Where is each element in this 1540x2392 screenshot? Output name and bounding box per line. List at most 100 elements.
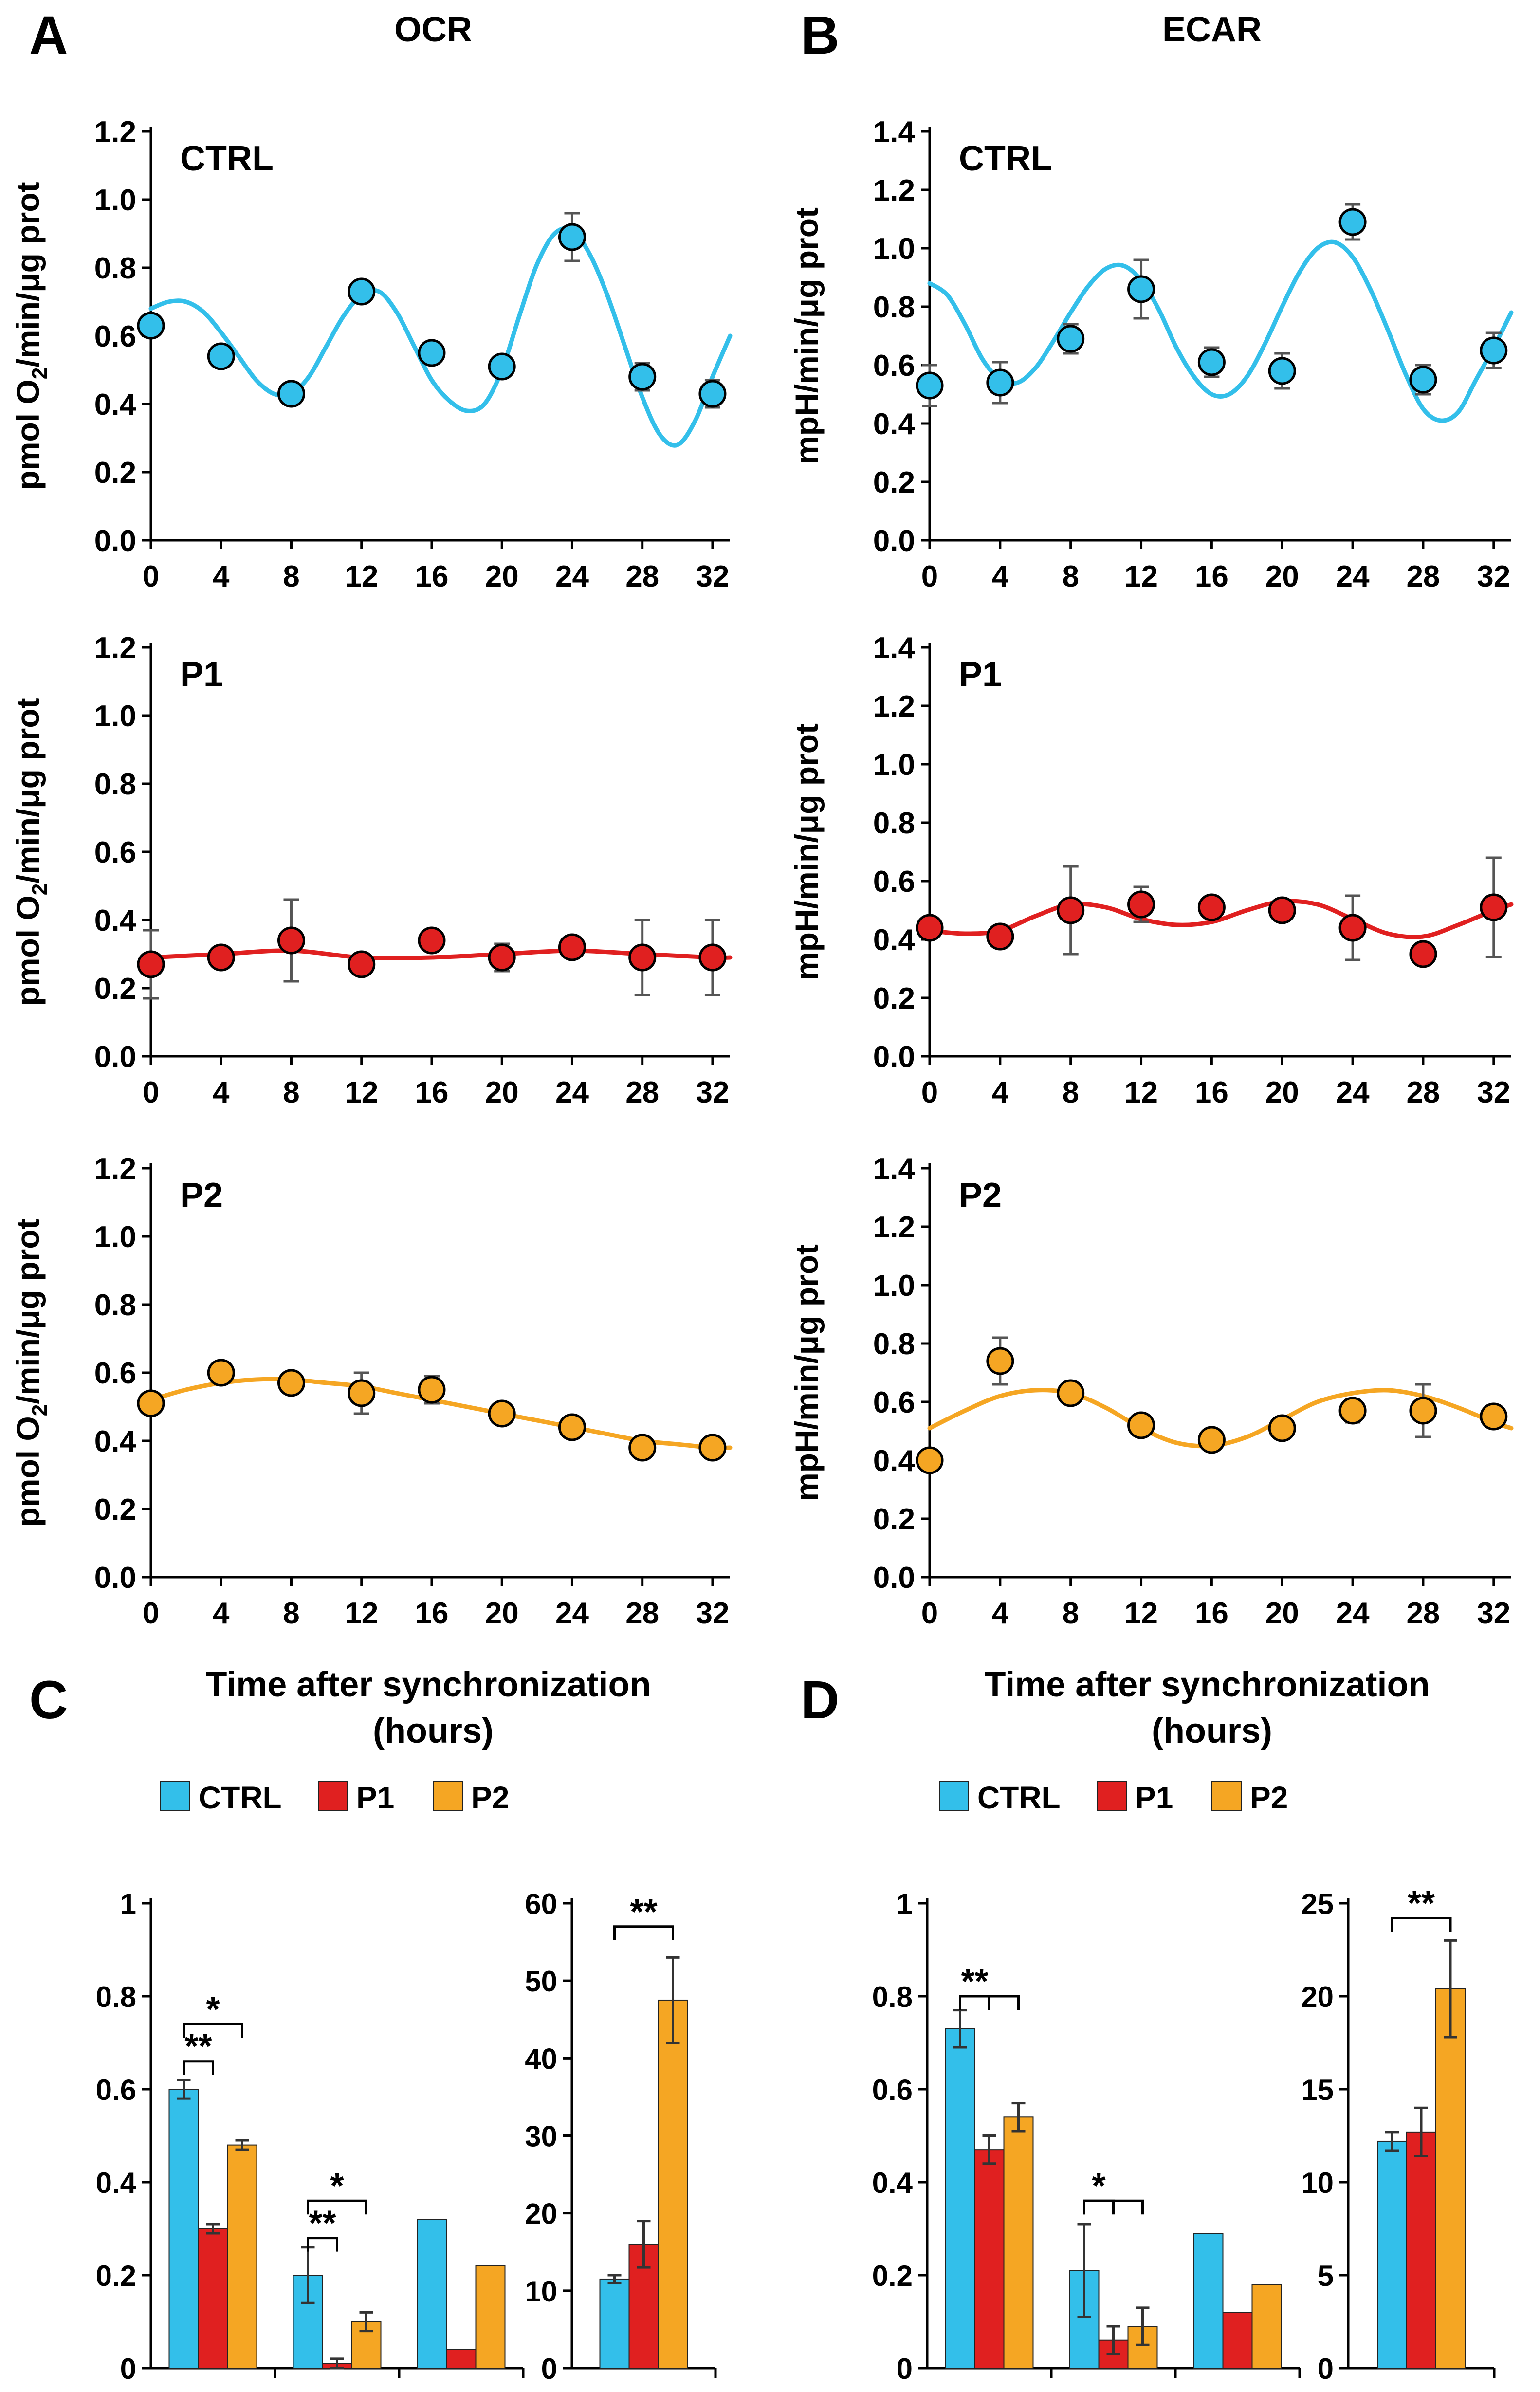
y-axis-title: pmol O2/min/μg prot <box>10 182 52 490</box>
scatter-panel-a-p2: 0.0 0.2 0.4 0.6 0.8 1.0 1.2 0 4 8 12 16 20 24 28 32 pmol… <box>10 1152 733 1630</box>
y-tick-label: 0.2 <box>94 972 136 1006</box>
data-point <box>916 371 944 400</box>
x-tick-label: 4 <box>213 560 230 593</box>
y-tick-label: 0.6 <box>873 349 915 383</box>
panel-letter-D: D <box>801 1670 839 1730</box>
column-title-ocr: OCR <box>394 10 472 49</box>
y-tick-label: 1.0 <box>873 232 915 266</box>
x-tick-label: 24 <box>1336 1597 1370 1630</box>
x-tick-label: 12 <box>1124 1076 1158 1109</box>
y-tick-label: 0.0 <box>873 524 915 558</box>
scatter-panel-a-p1: 0.0 0.2 0.4 0.6 0.8 1.0 1.2 0 4 8 12 16 20 24 28 32 pmol… <box>10 631 733 1109</box>
y-tick-label: 1.2 <box>873 690 915 723</box>
data-point <box>1057 896 1085 924</box>
legend-swatch-ctrl <box>160 1781 190 1811</box>
significance-bracket <box>959 1995 1020 2010</box>
x-tick-label: 12 <box>1124 1597 1158 1630</box>
significance-label: ** <box>1408 1884 1435 1923</box>
y-tick-label: 0.6 <box>94 320 136 353</box>
y-tick-label: 20 <box>525 2198 557 2230</box>
sample-label-p1: P1 <box>959 655 1002 694</box>
y-tick-label: 0.6 <box>873 865 915 899</box>
bar-ctrl <box>945 2028 975 2369</box>
scatter-panel-b-p1: 0.0 0.2 0.4 0.6 0.8 1.0 1.2 1.4 0 4 8 12 16 20 24 28 32 m… <box>788 631 1514 1109</box>
x-tick-label: 0 <box>921 1597 938 1630</box>
y-tick-label: 1.2 <box>94 115 136 149</box>
bar-p2 <box>1251 2284 1282 2369</box>
y-tick-label: 0.8 <box>873 807 915 840</box>
y-tick-label: 5 <box>1318 2260 1334 2292</box>
y-tick-label: 0.8 <box>873 1327 915 1361</box>
y-tick-label: 1.2 <box>873 174 915 207</box>
y-tick-label: 1.2 <box>94 631 136 665</box>
data-point <box>137 1389 165 1417</box>
bar-p2 <box>1003 2116 1034 2369</box>
y-tick-label: 0.6 <box>872 2074 913 2106</box>
data-point <box>1268 357 1296 385</box>
legend: CTRL P1 P2 <box>939 1780 1288 1815</box>
data-point <box>1127 890 1155 919</box>
y-tick-label: 0 <box>1318 2353 1334 2385</box>
x-tick-label: 0 <box>921 560 938 593</box>
scatter-panel-a-ctrl: 0.0 0.2 0.4 0.6 0.8 1.0 1.2 0 4 8 12 16 20 24 28 32 pmol… <box>10 115 733 593</box>
bar-ctrl <box>1193 2233 1224 2369</box>
y-tick-label: 1.4 <box>873 631 916 665</box>
data-point <box>348 950 376 978</box>
y-tick-label: 10 <box>1301 2167 1334 2199</box>
data-point <box>277 1369 305 1397</box>
data-point <box>1127 275 1155 303</box>
y-tick-label: 20 <box>1301 1981 1334 2013</box>
y-tick-label: 1.0 <box>94 1220 136 1254</box>
charts-layer: 0.0 0.2 0.4 0.6 0.8 1.0 1.2 0 4 8 12 16 20 24 28 32 pmol… <box>10 115 1514 2392</box>
x-tick-label: 8 <box>283 1597 299 1630</box>
bar-p2 <box>475 2265 506 2369</box>
x-tick-label: 16 <box>415 1076 448 1109</box>
bar-ctrl <box>599 2278 630 2369</box>
y-tick-label: 1.2 <box>94 1152 136 1186</box>
y-tick-label: 0.6 <box>96 2074 136 2106</box>
x-tick-label: 8 <box>1062 1597 1079 1630</box>
y-tick-label: 0.2 <box>94 456 136 490</box>
significance-bracket <box>183 2023 243 2038</box>
y-axis-title: pmol O2/min/μg prot <box>10 1218 52 1527</box>
y-tick-label: 0.8 <box>96 1981 136 2013</box>
data-point <box>916 1446 944 1474</box>
x-tick-label: 0 <box>143 560 159 593</box>
x-tick-label: 16 <box>415 560 448 593</box>
y-tick-label: 30 <box>525 2120 557 2153</box>
y-tick-label: 1 <box>120 1888 136 1920</box>
y-tick-label: 1.0 <box>873 1269 915 1303</box>
legend-swatch-ctrl <box>939 1781 969 1811</box>
data-point <box>277 380 305 408</box>
data-point <box>1127 1411 1155 1439</box>
scatter-panel-b-ctrl: 0.0 0.2 0.4 0.6 0.8 1.0 1.2 1.4 0 4 8 12 16 20 24 28 32 m… <box>788 115 1514 593</box>
y-tick-label: 0.4 <box>873 407 916 441</box>
y-tick-label: 0.4 <box>94 1425 137 1458</box>
y-tick-label: 0.4 <box>873 923 916 957</box>
data-point <box>1197 348 1226 376</box>
x-tick-label: 0 <box>143 1076 159 1109</box>
significance-bracket <box>613 1925 674 1940</box>
y-tick-label: 0.2 <box>873 982 915 1015</box>
y-tick-label: 1 <box>897 1888 913 1920</box>
y-tick-label: 0.4 <box>873 1444 916 1478</box>
data-point <box>418 926 446 955</box>
bar-p1 <box>974 2149 1005 2369</box>
x-tick-label: 16 <box>1195 560 1228 593</box>
sample-label-p1: P1 <box>180 655 223 694</box>
x-tick-label: 32 <box>1477 1076 1510 1109</box>
y-tick-label: 0.6 <box>94 836 136 869</box>
data-point <box>1480 893 1508 921</box>
y-tick-label: 0.2 <box>873 466 915 499</box>
significance-label: ** <box>630 1893 657 1932</box>
data-point <box>348 277 376 306</box>
y-tick-label: 0.4 <box>96 2167 137 2199</box>
data-point <box>698 1434 727 1462</box>
x-tick-label: 20 <box>1265 1597 1299 1630</box>
legend-swatch-p2 <box>1211 1781 1242 1811</box>
data-point <box>986 1347 1014 1375</box>
bar-ctrl <box>168 2089 199 2369</box>
x-tick-label: 32 <box>1477 1597 1510 1630</box>
significance-bracket <box>307 2199 367 2215</box>
data-point <box>488 943 516 972</box>
